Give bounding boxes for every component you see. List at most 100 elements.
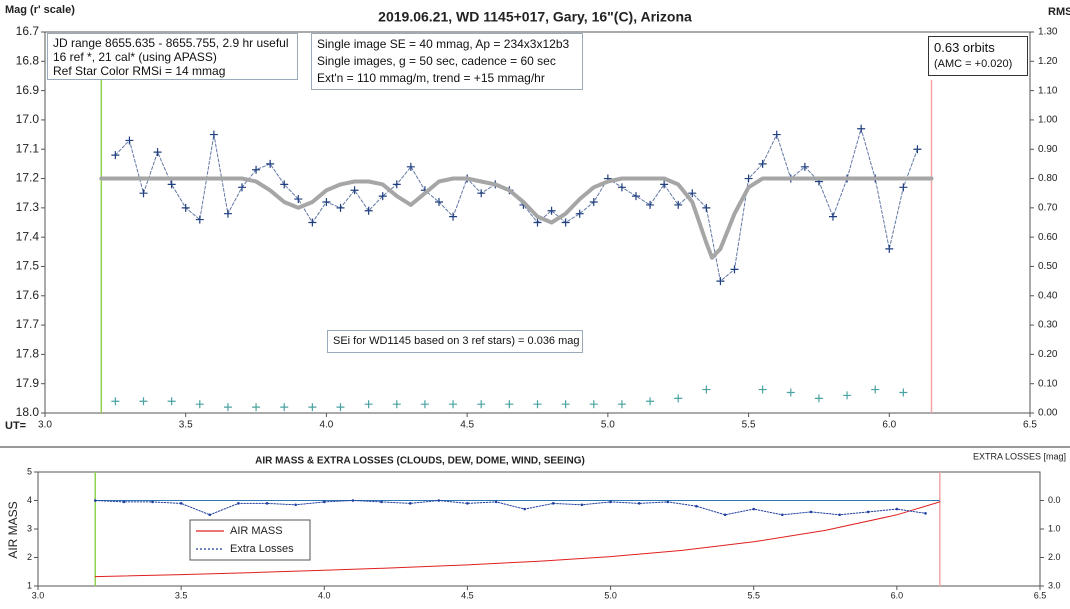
data-point (179, 502, 183, 505)
data-point (181, 203, 190, 212)
x-tick-label: 5.0 (601, 420, 615, 431)
data-point (266, 159, 275, 168)
data-point (800, 162, 809, 171)
data-point (322, 500, 326, 504)
data-point (688, 189, 697, 198)
data-point (533, 218, 542, 227)
data-point (151, 500, 154, 504)
y-tick-label: 17.0 (16, 112, 40, 126)
data-point (466, 502, 469, 505)
data-point (843, 391, 852, 400)
data-point (561, 218, 570, 227)
data-point (265, 502, 269, 505)
y2-tick-label: 0.70 (1038, 202, 1058, 213)
data-point (533, 400, 542, 409)
data-point (208, 513, 212, 517)
data-point (494, 500, 498, 504)
data-point (857, 124, 866, 133)
y-tick-label: 16.8 (16, 53, 40, 67)
data-point (336, 403, 345, 412)
y-tick-label: 17.5 (16, 259, 40, 273)
y2-tick-label: 1.10 (1038, 85, 1058, 96)
y-tick-label: 3 (27, 523, 32, 533)
x-tick-label: 6.5 (1023, 420, 1037, 431)
x-tick-label: 3.5 (175, 590, 188, 600)
y-axis-label: AIR MASS (6, 501, 20, 558)
x-tick-label: 4.5 (461, 590, 474, 600)
y2-tick-label: 2.0 (1048, 552, 1061, 562)
legend-label: AIR MASS (230, 525, 283, 537)
data-point (674, 200, 683, 209)
y2-tick-label: 0.40 (1038, 290, 1058, 301)
y-tick-label: 17.8 (16, 347, 40, 361)
y2-tick-label: 0.00 (1038, 408, 1058, 419)
data-point (111, 397, 120, 406)
data-point (913, 145, 922, 154)
y2-tick-label: 0.90 (1038, 144, 1058, 155)
y-tick-label: 18.0 (16, 405, 40, 419)
data-point (758, 385, 767, 394)
info-box: Single image SE = 40 mmag, Ap = 234x3x12… (311, 33, 583, 90)
y2-tick-label: 0.10 (1038, 378, 1058, 389)
y-tick-label: 16.9 (16, 83, 40, 97)
y2-tick-label: 0.0 (1048, 495, 1061, 505)
data-point (660, 180, 669, 189)
x-axis-label: UT= (5, 420, 26, 432)
data-point (866, 510, 870, 514)
y2-tick-label: 1.0 (1048, 523, 1061, 533)
data-point (308, 218, 317, 227)
data-point (93, 499, 97, 502)
plot-frame (37, 471, 1041, 587)
chart-title: AIR MASS & EXTRA LOSSES (CLOUDS, DEW, DO… (255, 456, 585, 467)
info-line: SEi for WD1145 based on 3 ref stars) = 0… (333, 335, 580, 347)
data-point (666, 500, 670, 504)
series-line (94, 501, 941, 578)
data-point (702, 203, 711, 212)
data-point (139, 189, 148, 198)
y-tick-label: 4 (27, 495, 32, 505)
data-point (617, 183, 626, 192)
data-point (280, 180, 289, 189)
data-point (646, 200, 655, 209)
data-point (814, 394, 823, 403)
data-point (730, 265, 739, 274)
data-point (477, 400, 486, 409)
y2-tick-label: 3.0 (1048, 580, 1061, 590)
data-point (238, 183, 246, 192)
data-point (209, 130, 218, 139)
data-point (589, 197, 598, 206)
data-point (449, 400, 458, 409)
chart-title: 2019.06.21, WD 1145+017, Gary, 16"(C), A… (378, 9, 692, 25)
data-point (899, 388, 908, 397)
x-tick-label: 3.5 (179, 420, 193, 431)
data-point (435, 197, 443, 206)
x-tick-label: 4.5 (460, 420, 474, 431)
y2-tick-label: 0.30 (1038, 320, 1058, 331)
data-point (895, 507, 899, 511)
y2-axis-label: RMS i (1048, 6, 1070, 18)
y-tick-label: 1 (27, 580, 32, 590)
y-tick-label: 16.7 (16, 24, 40, 38)
series-line (114, 128, 918, 282)
data-point (772, 130, 781, 139)
data-point (153, 148, 162, 157)
data-point (632, 192, 640, 201)
data-point (294, 195, 303, 204)
info-box: JD range 8655.635 - 8655.755, 2.9 hr use… (47, 33, 298, 80)
data-point (809, 510, 813, 514)
data-point (885, 244, 894, 253)
data-point (758, 159, 767, 168)
data-point (350, 186, 359, 195)
info-line: Single image SE = 40 mmag, Ap = 234x3x12… (317, 37, 570, 51)
data-point (237, 502, 240, 505)
data-point (351, 499, 355, 502)
y2-tick-label: 0.50 (1038, 261, 1058, 272)
data-point (924, 512, 927, 515)
x-tick-label: 5.0 (604, 590, 617, 600)
data-point (505, 400, 514, 409)
y-tick-label: 17.2 (16, 171, 40, 185)
info-line: Ref Star Color RMSi = 14 mmag (53, 64, 226, 78)
data-point (437, 499, 441, 502)
series-line (99, 176, 934, 260)
y-tick-label: 17.9 (16, 376, 40, 390)
